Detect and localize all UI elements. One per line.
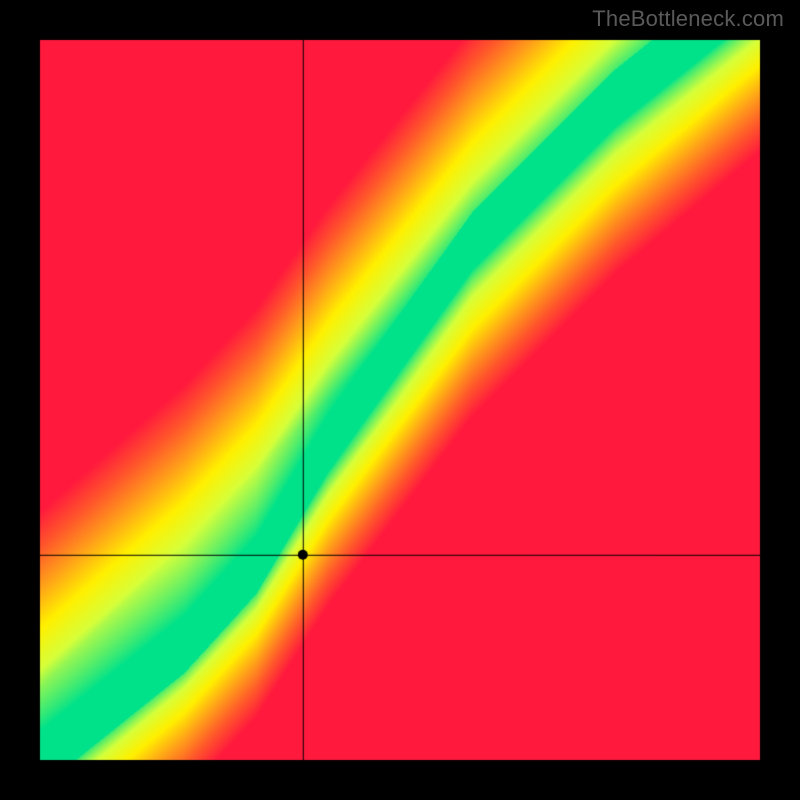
watermark-text: TheBottleneck.com [592, 6, 784, 32]
bottleneck-heatmap [0, 0, 800, 800]
chart-frame: TheBottleneck.com [0, 0, 800, 800]
